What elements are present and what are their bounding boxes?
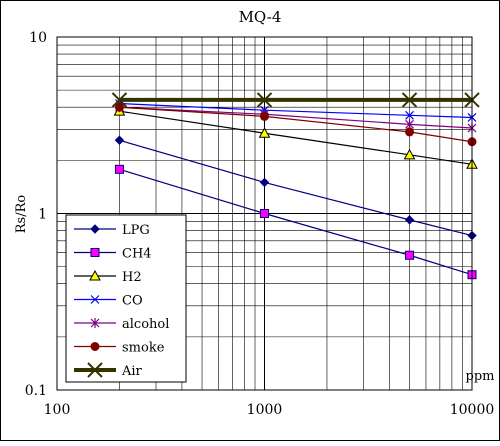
- x-tick-label: 1000: [247, 402, 283, 418]
- legend-label: LPG: [122, 223, 150, 238]
- x-tick-label: 10000: [450, 402, 495, 418]
- marker-square: [90, 248, 100, 257]
- marker-x-large: [111, 92, 128, 108]
- marker-triangle: [403, 148, 416, 160]
- series-line: [119, 102, 473, 119]
- legend-label: Air: [121, 364, 143, 379]
- marker-x: [90, 295, 100, 304]
- y-tick-label: 10: [29, 30, 47, 46]
- marker-square: [114, 164, 124, 174]
- marker-diamond: [404, 215, 415, 225]
- marker-x-large: [87, 362, 103, 378]
- marker-circle: [405, 127, 415, 137]
- marker-x-large: [256, 92, 273, 108]
- marker-diamond: [90, 224, 100, 234]
- legend-item-co: CO: [74, 294, 143, 309]
- legend-item-lpg: LPG: [74, 223, 150, 238]
- marker-diamond: [259, 177, 270, 188]
- legend-item-air: Air: [74, 362, 143, 379]
- legend-label: alcohol: [122, 317, 169, 332]
- legend-items: LPG CH4 H2 CO alcohol smoke Air: [74, 223, 169, 379]
- legend-label: CO: [122, 294, 143, 309]
- legend-item-h2: H2: [74, 269, 142, 285]
- series-line: [119, 110, 473, 165]
- legend-label: H2: [122, 270, 142, 285]
- marker-diamond: [114, 135, 125, 145]
- legend: LPG CH4 H2 CO alcohol smoke Air: [65, 214, 187, 383]
- series-air: [111, 92, 480, 108]
- marker-star: [90, 318, 100, 328]
- legend-box: [65, 214, 187, 383]
- series-line: [119, 139, 473, 237]
- marker-x: [405, 110, 414, 120]
- marker-triangle: [89, 269, 101, 281]
- marker-circle: [114, 102, 124, 112]
- x-axis-label: ppm: [466, 369, 495, 384]
- marker-circle: [260, 111, 269, 121]
- chart-title: MQ-4: [239, 8, 282, 26]
- y-tick-label: 1: [38, 207, 47, 223]
- series-line: [119, 168, 473, 276]
- marker-square: [405, 250, 415, 260]
- marker-triangle: [258, 127, 271, 138]
- plot-border: [56, 36, 473, 391]
- marker-circle: [90, 342, 100, 351]
- x-tick-label: 100: [44, 402, 71, 418]
- legend-label: smoke: [122, 341, 165, 356]
- y-axis-label: Rs/Ro: [14, 195, 29, 234]
- legend-item-ch4: CH4: [74, 247, 152, 262]
- marker-x-large: [401, 92, 418, 108]
- marker-square: [260, 209, 269, 218]
- legend-item-alcohol: alcohol: [74, 317, 169, 332]
- series-smoke: [114, 102, 477, 147]
- axis-layer: 100 1000 10000 0.1 1 10: [25, 30, 495, 418]
- legend-label: CH4: [122, 247, 152, 262]
- legend-item-smoke: smoke: [74, 341, 165, 356]
- y-tick-label: 0.1: [25, 383, 47, 399]
- series-line: [119, 106, 473, 143]
- series-line: [119, 106, 473, 129]
